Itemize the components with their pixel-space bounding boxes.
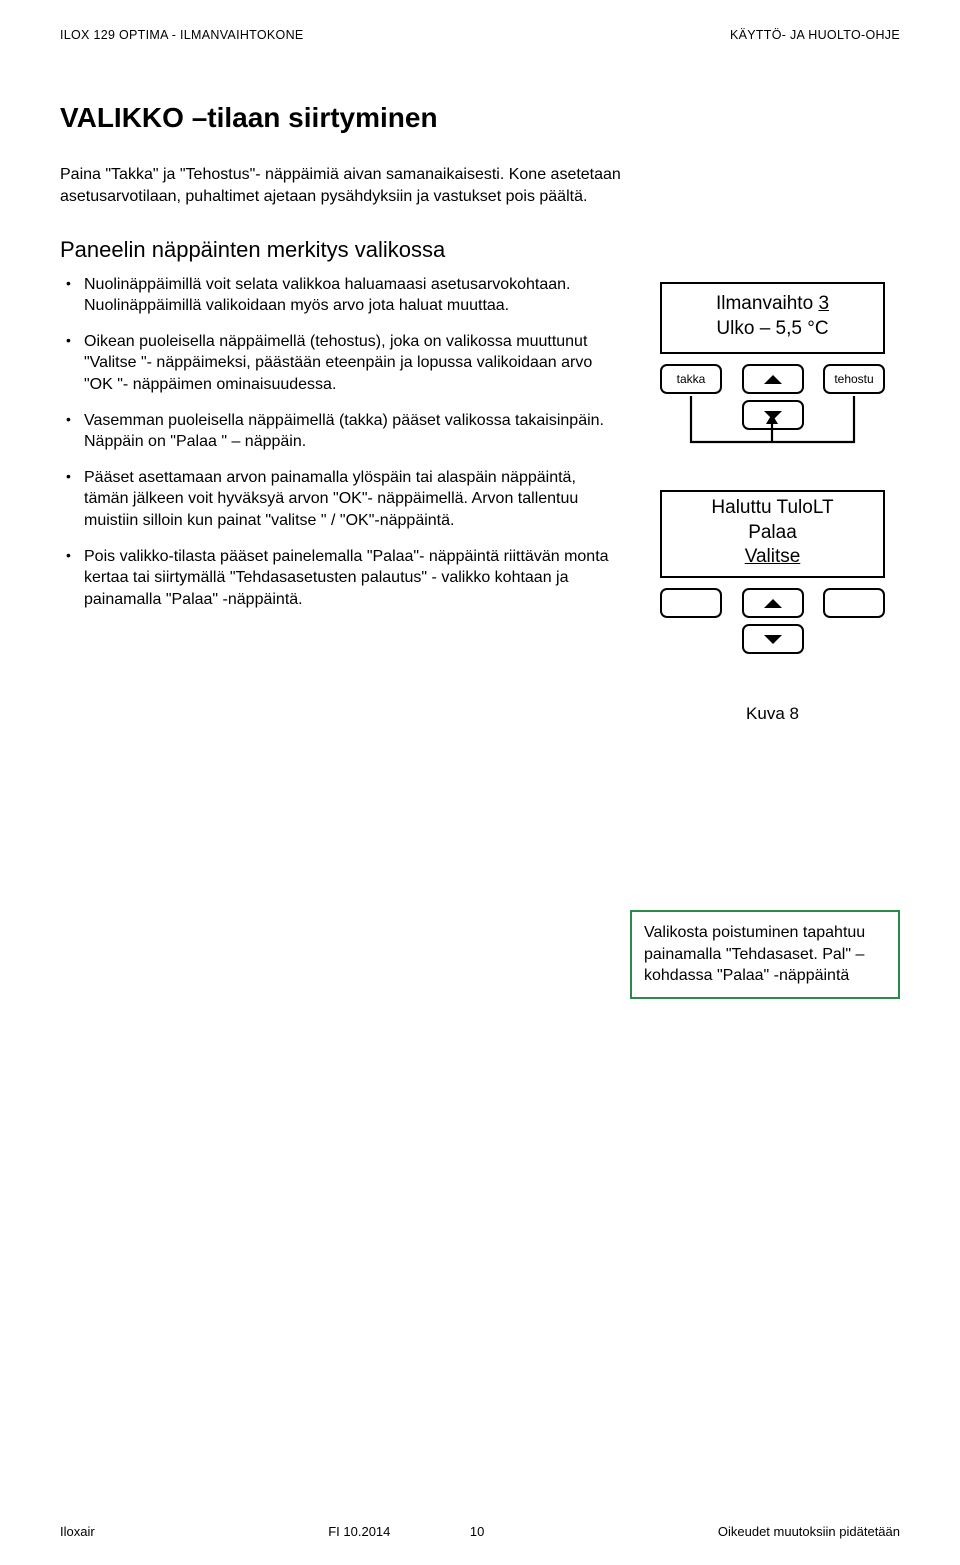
control-panel-2: Haluttu TuloLT Palaa Valitse xyxy=(660,490,885,654)
bullet-item: Nuolinäppäimillä voit selata valikkoa ha… xyxy=(60,274,622,317)
lcd-text-underline: 3 xyxy=(818,293,829,314)
button-row-bottom xyxy=(660,624,885,654)
blank-button-right[interactable] xyxy=(823,588,885,618)
button-label: takka xyxy=(677,372,706,386)
down-button[interactable] xyxy=(742,400,804,430)
up-button[interactable] xyxy=(742,588,804,618)
page-title: VALIKKO –tilaan siirtyminen xyxy=(60,102,900,134)
footer-left: Iloxair xyxy=(60,1524,95,1539)
button-label: tehostu xyxy=(834,373,873,385)
footer-date: FI 10.2014 xyxy=(328,1524,390,1539)
page-header: ILOX 129 OPTIMA - ILMANVAIHTOKONE KÄYTTÖ… xyxy=(60,28,900,42)
bullet-item: Vasemman puoleisella näppäimellä (takka)… xyxy=(60,410,622,453)
sub-heading: Paneelin näppäinten merkitys valikossa xyxy=(60,237,622,263)
content-row: Paina "Takka" ja "Tehostus"- näppäimiä a… xyxy=(60,164,900,724)
figure-label: Kuva 8 xyxy=(660,704,885,724)
arrow-up-icon xyxy=(764,599,782,608)
up-button[interactable] xyxy=(742,364,804,394)
down-button[interactable] xyxy=(742,624,804,654)
footer-right: Oikeudet muutoksiin pidätetään xyxy=(718,1524,900,1539)
note-box: Valikosta poistuminen tapahtuu painamall… xyxy=(630,910,900,999)
lcd-line: Ilmanvaihto 3 xyxy=(662,292,883,317)
lcd-line: Ulko – 5,5 °C xyxy=(662,317,883,342)
header-left: ILOX 129 OPTIMA - ILMANVAIHTOKONE xyxy=(60,28,304,42)
lcd-display: Haluttu TuloLT Palaa Valitse xyxy=(660,490,885,578)
takka-button[interactable]: takka xyxy=(660,364,722,394)
footer-page-number: 10 xyxy=(470,1524,484,1539)
footer-center: FI 10.2014 10 xyxy=(328,1524,484,1539)
lcd-text: Ilmanvaihto xyxy=(716,293,818,314)
blank-button-left[interactable] xyxy=(660,588,722,618)
button-row-bottom xyxy=(660,400,885,430)
button-row-top: takka tehostu xyxy=(660,364,885,394)
bullet-item: Pois valikko-tilasta pääset painelemalla… xyxy=(60,546,622,611)
arrow-up-icon xyxy=(764,375,782,384)
lcd-display: Ilmanvaihto 3 Ulko – 5,5 °C xyxy=(660,282,885,354)
lcd-line: Haluttu TuloLT xyxy=(662,496,883,521)
bullet-list: Nuolinäppäimillä voit selata valikkoa ha… xyxy=(60,274,622,611)
bullet-item: Pääset asettamaan arvon painamalla ylösp… xyxy=(60,467,622,532)
arrow-down-icon xyxy=(764,635,782,644)
tehostus-button[interactable]: tehostu xyxy=(823,364,885,394)
control-panel-1: Ilmanvaihto 3 Ulko – 5,5 °C takka tehost… xyxy=(660,282,885,430)
header-right: KÄYTTÖ- JA HUOLTO-OHJE xyxy=(730,28,900,42)
left-column: Paina "Takka" ja "Tehostus"- näppäimiä a… xyxy=(60,164,622,724)
lcd-line: Valitse xyxy=(662,545,883,570)
intro-paragraph: Paina "Takka" ja "Tehostus"- näppäimiä a… xyxy=(60,164,622,207)
arrow-down-icon xyxy=(764,411,782,420)
bullet-item: Oikean puoleisella näppäimellä (tehostus… xyxy=(60,331,622,396)
page-footer: Iloxair FI 10.2014 10 Oikeudet muutoksii… xyxy=(60,1524,900,1539)
right-column: Ilmanvaihto 3 Ulko – 5,5 °C takka tehost… xyxy=(660,164,900,724)
lcd-line: Palaa xyxy=(662,521,883,546)
button-row-top xyxy=(660,588,885,618)
